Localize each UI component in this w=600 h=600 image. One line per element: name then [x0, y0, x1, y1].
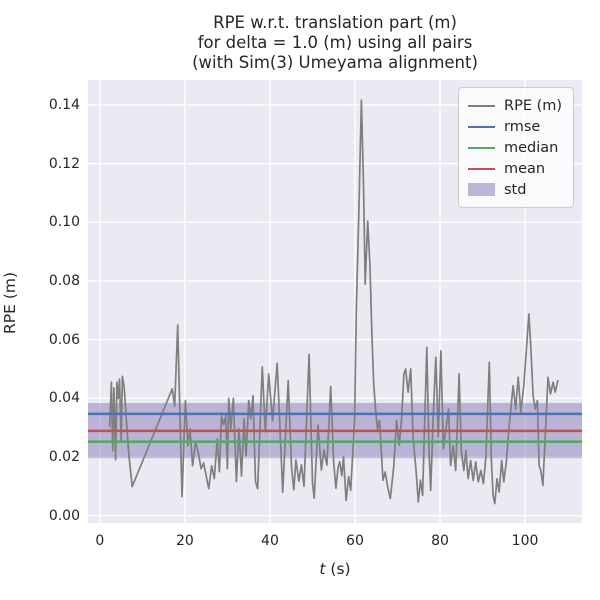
x-tick-label: 40	[261, 533, 279, 549]
x-tick-label: 80	[431, 533, 449, 549]
y-tick-label: 0.06	[48, 331, 80, 348]
legend-entry-median: median	[468, 137, 573, 158]
y-tick-labels: 0.00 0.02 0.04 0.06 0.08 0.10 0.12 0.14	[0, 0, 80, 600]
legend-entry-label: RPE (m)	[504, 97, 563, 114]
x-tick-label: 0	[95, 533, 105, 549]
y-tick-label: 0.08	[48, 272, 80, 289]
legend-patch-sample	[468, 183, 495, 196]
x-tick-label: 60	[346, 533, 364, 549]
x-axis-label: t (s)	[88, 560, 582, 578]
legend-line-sample	[468, 146, 495, 149]
legend-entry-mean: mean	[468, 158, 573, 179]
y-tick-label: 0.10	[48, 214, 80, 231]
y-tick-label: 0.00	[48, 507, 80, 524]
chart-title: RPE w.r.t. translation part (m) for delt…	[88, 13, 582, 73]
legend-entry-label: std	[504, 181, 527, 198]
legend-entry-label: median	[504, 139, 559, 156]
legend-entry-label: mean	[504, 160, 546, 177]
legend-line-sample	[468, 167, 495, 170]
x-tick-label: 20	[176, 533, 194, 549]
y-tick-label: 0.12	[48, 155, 80, 172]
legend-entry-std: std	[468, 179, 573, 200]
chart-title-line2: for delta = 1.0 (m) using all pairs	[197, 33, 473, 52]
legend-entry-rmse: rmse	[468, 116, 573, 137]
rpe-plot-canvas	[88, 80, 582, 523]
y-tick-label: 0.14	[48, 96, 80, 113]
plot-area[interactable]: RPE (m) rmse median mean std	[88, 80, 582, 523]
chart-title-line3: (with Sim(3) Umeyama alignment)	[192, 53, 478, 72]
legend-line-sample	[468, 104, 495, 107]
x-axis-label-var: t	[319, 560, 326, 578]
legend-entry-rpe-m: RPE (m)	[468, 95, 573, 116]
x-tick-labels: 0 20 40 60 80 100	[0, 533, 600, 553]
legend[interactable]: RPE (m) rmse median mean std	[458, 87, 574, 208]
x-axis-label-unit: (s)	[325, 560, 351, 578]
chart-title-line1: RPE w.r.t. translation part (m)	[213, 13, 457, 32]
legend-entry-label: rmse	[504, 118, 541, 135]
rpe-series-line	[108, 99, 559, 505]
legend-line-sample	[468, 125, 495, 128]
y-tick-label: 0.02	[48, 448, 80, 465]
y-tick-label: 0.04	[48, 390, 80, 407]
x-tick-label: 100	[511, 533, 539, 549]
